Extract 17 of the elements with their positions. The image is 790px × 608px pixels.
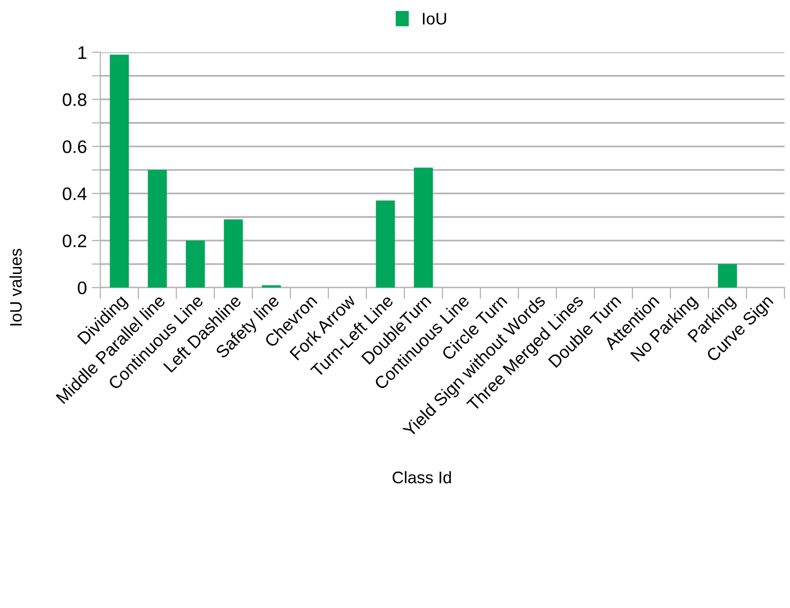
bar — [148, 170, 167, 288]
bar — [186, 240, 205, 288]
bar — [376, 200, 395, 288]
y-tick-label: 1 — [78, 46, 86, 59]
bar — [110, 54, 129, 288]
bar — [262, 285, 281, 288]
bar — [224, 219, 243, 288]
y-tick-label: 0.2 — [62, 234, 86, 248]
y-tick-label: 0.4 — [62, 187, 87, 200]
y-tick-label: 0 — [78, 282, 86, 294]
y-tick-label: 0.8 — [62, 93, 86, 106]
bar — [718, 264, 737, 288]
y-tick-label: 0.6 — [62, 140, 86, 154]
bar — [414, 168, 433, 288]
x-axis-title: Class Id — [392, 471, 451, 484]
y-axis-title: IoU values — [10, 248, 22, 326]
legend-label: IoU — [422, 12, 446, 25]
